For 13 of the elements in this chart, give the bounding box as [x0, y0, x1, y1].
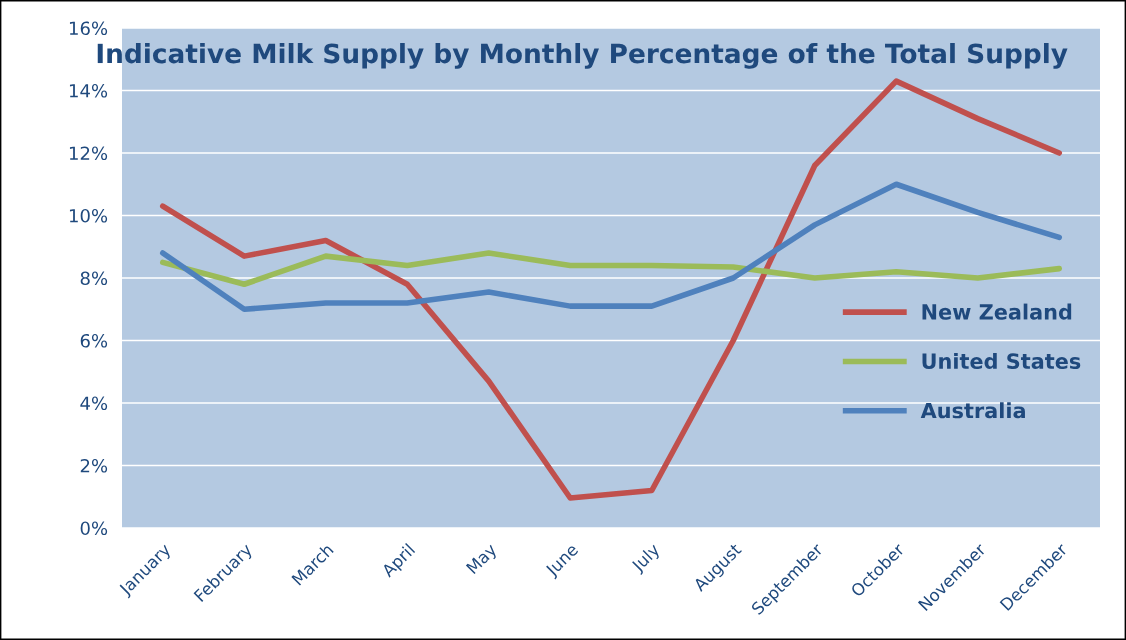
- legend-label: United States: [922, 352, 1081, 370]
- y-tick-label: 0%: [80, 521, 108, 536]
- y-tick-label: 12%: [69, 146, 108, 161]
- y-tick-label: 14%: [69, 83, 108, 98]
- text: Indicative Milk Supply by Monthly Percentage of the Total Supply: [97, 43, 1068, 69]
- y-tick-label: 6%: [80, 333, 108, 348]
- y-tick-label: 10%: [69, 208, 108, 223]
- legend-label: Australia: [920, 402, 1025, 419]
- y-tick-label: 4%: [80, 396, 108, 411]
- y-tick-label: 16%: [69, 21, 108, 36]
- legend-label: New Zealand: [922, 303, 1072, 320]
- y-tick-label: 8%: [80, 271, 108, 286]
- y-tick-label: 2%: [80, 458, 108, 473]
